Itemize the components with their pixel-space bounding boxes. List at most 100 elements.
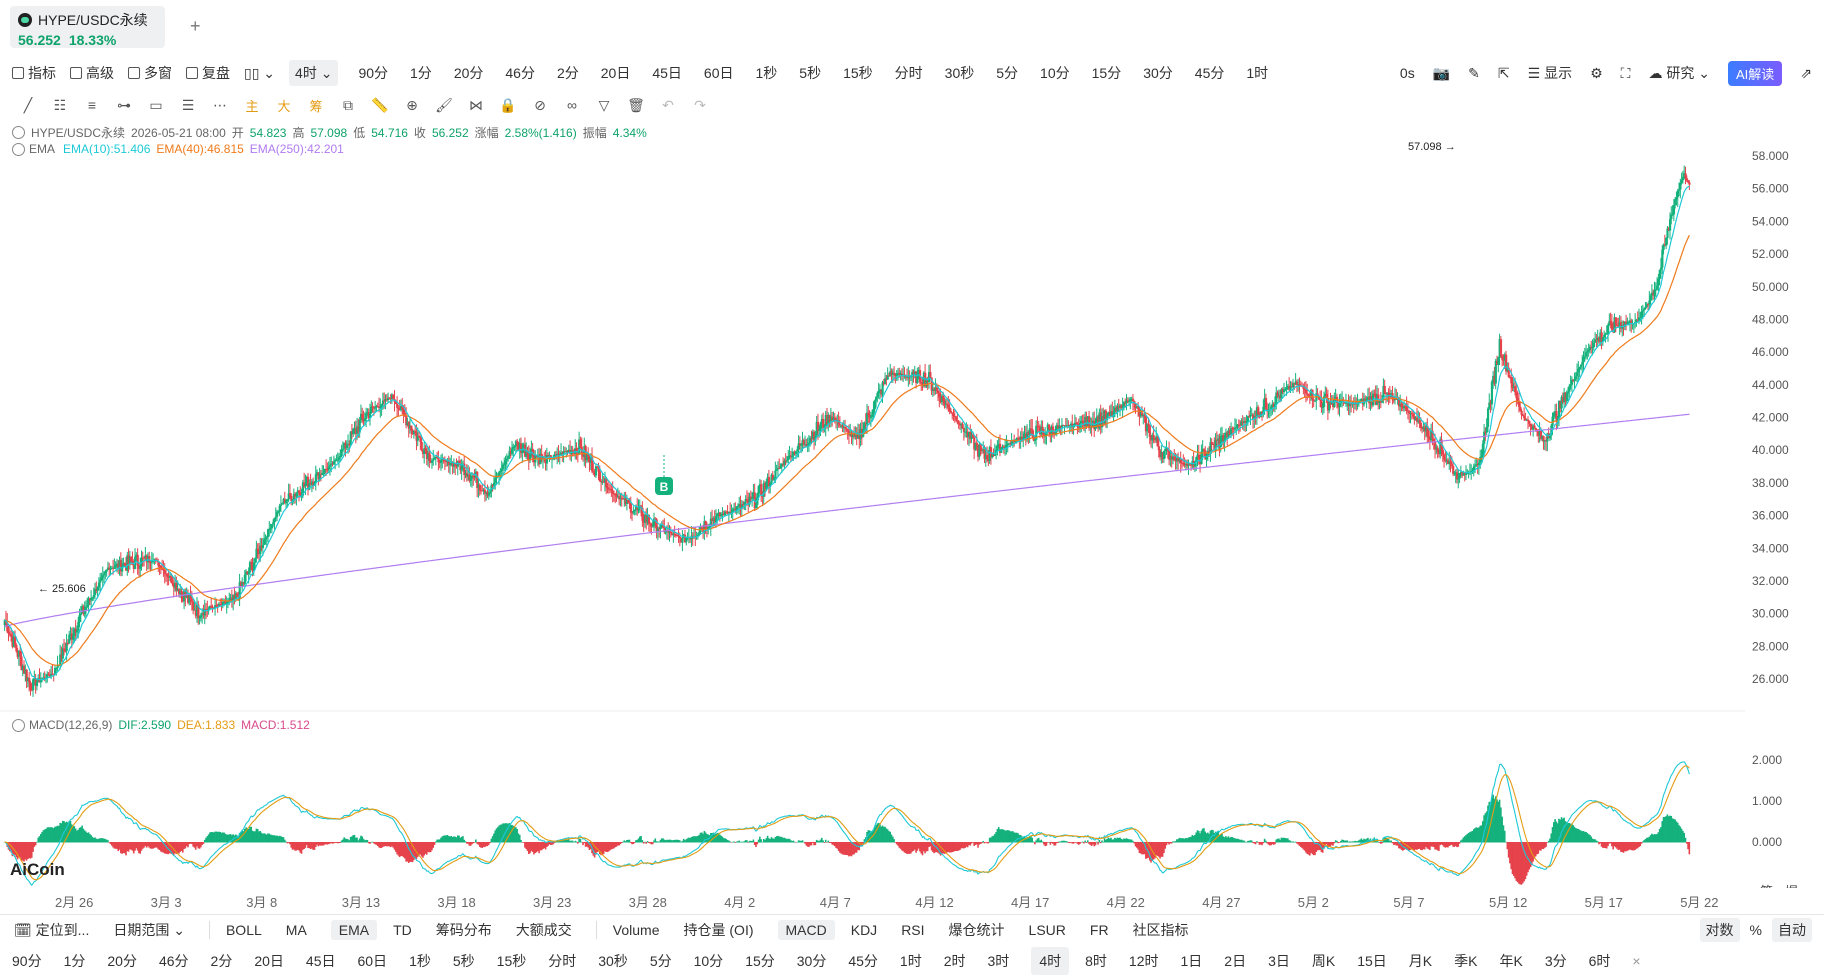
close-icon[interactable]: ×: [1632, 953, 1641, 969]
timeframe-13[interactable]: 5分: [996, 65, 1019, 81]
fib-tool-icon[interactable]: ☰: [181, 96, 195, 113]
chip-toggle[interactable]: 筹: [309, 98, 323, 114]
timeframe-11[interactable]: 分时: [894, 65, 923, 81]
parallel-tool-icon[interactable]: ☷: [53, 96, 67, 113]
timeframe-0[interactable]: 90分: [358, 65, 389, 81]
bottom-timeframe-17[interactable]: 45分: [848, 953, 878, 969]
timeframe-15[interactable]: 15分: [1091, 65, 1122, 81]
scale-option-1[interactable]: %: [1749, 921, 1762, 938]
sub-indicator-8[interactable]: 社区指标: [1132, 921, 1189, 938]
bottom-timeframe-7[interactable]: 60日: [357, 953, 388, 969]
share-icon[interactable]: ⇱: [1497, 64, 1510, 81]
timeframe-17[interactable]: 45分: [1194, 65, 1225, 81]
research-button[interactable]: ☁ 研究 ⌄: [1648, 65, 1710, 81]
bottom-timeframe-32[interactable]: 3分: [1544, 953, 1567, 969]
collapse-icon[interactable]: [12, 718, 25, 732]
symbol-tab[interactable]: HYPE/USDC永续 56.252 18.33%: [10, 6, 165, 48]
pencil-icon[interactable]: ✎: [1468, 64, 1480, 81]
bottom-timeframe-10[interactable]: 15秒: [496, 953, 527, 969]
hline-tool-icon[interactable]: ⊶: [117, 96, 131, 113]
main-force-toggle[interactable]: 主: [245, 98, 259, 114]
bottom-timeframe-11[interactable]: 分时: [548, 953, 577, 969]
liq-corner-label[interactable]: 爆: [1785, 884, 1798, 888]
timeframe-9[interactable]: 5秒: [799, 65, 822, 81]
bottom-timeframe-18[interactable]: 1时: [899, 953, 922, 969]
main-indicator-5[interactable]: 大额成交: [515, 921, 572, 938]
bottom-timeframe-24[interactable]: 1日: [1180, 953, 1203, 969]
timeframe-18[interactable]: 1时: [1246, 65, 1269, 81]
main-indicator-2[interactable]: EMA: [330, 919, 378, 940]
timeframe-10[interactable]: 15秒: [843, 65, 873, 81]
link-icon[interactable]: ∞: [567, 97, 577, 113]
sub-indicator-3[interactable]: KDJ: [850, 921, 878, 938]
bottom-timeframe-23[interactable]: 12时: [1128, 953, 1159, 969]
channel-tool-icon[interactable]: ≡: [87, 97, 97, 113]
bottom-timeframe-6[interactable]: 45日: [305, 953, 336, 969]
undo-icon[interactable]: ↶: [662, 96, 674, 113]
popout-icon[interactable]: ⇗: [1800, 64, 1812, 81]
brush-icon[interactable]: 🖌: [435, 96, 453, 113]
timeframe-selected[interactable]: 4时 ⌄: [289, 60, 339, 86]
timeframe-5[interactable]: 20日: [600, 65, 631, 81]
collapse-icon[interactable]: [12, 126, 25, 139]
bottom-timeframe-27[interactable]: 周K: [1311, 953, 1336, 969]
sub-indicator-0[interactable]: Volume: [612, 921, 660, 938]
bottom-timeframe-14[interactable]: 10分: [693, 953, 724, 969]
filter-icon[interactable]: ▽: [598, 96, 610, 113]
add-tab-icon[interactable]: +: [190, 16, 201, 36]
settings-icon[interactable]: ⚙: [1590, 64, 1603, 81]
zoom-icon[interactable]: ⊕: [406, 96, 418, 113]
lock-icon[interactable]: 🔒: [499, 96, 517, 113]
line-tool-icon[interactable]: ╱: [23, 96, 33, 113]
timeframe-14[interactable]: 10分: [1040, 65, 1070, 81]
more-tools-icon[interactable]: ⋯: [213, 96, 227, 113]
timeframe-7[interactable]: 60日: [703, 65, 734, 81]
trash-icon[interactable]: 🗑: [627, 96, 645, 113]
timeframe-8[interactable]: 1秒: [755, 65, 778, 81]
locate-button[interactable]: 🗓 定位到...: [14, 921, 90, 938]
price-chart[interactable]: 58.00056.00054.00052.00050.00048.00046.0…: [0, 118, 1824, 888]
scale-option-0[interactable]: 对数: [1699, 917, 1740, 942]
main-indicator-3[interactable]: TD: [393, 921, 412, 938]
bottom-timeframe-13[interactable]: 5分: [649, 953, 672, 969]
bottom-timeframe-28[interactable]: 15日: [1357, 953, 1387, 969]
bottom-timeframe-33[interactable]: 6时: [1588, 953, 1611, 969]
big-order-toggle[interactable]: 大: [277, 98, 291, 114]
timeframe-3[interactable]: 46分: [505, 65, 535, 81]
bottom-timeframe-2[interactable]: 20分: [107, 953, 137, 969]
bottom-timeframe-8[interactable]: 1秒: [409, 953, 431, 969]
buy-signal-badge[interactable]: [655, 477, 673, 495]
timeframe-16[interactable]: 30分: [1143, 65, 1173, 81]
timeframe-2[interactable]: 20分: [453, 65, 484, 81]
sub-indicator-6[interactable]: LSUR: [1028, 921, 1066, 938]
bottom-timeframe-1[interactable]: 1分: [63, 953, 86, 969]
bottom-timeframe-15[interactable]: 15分: [745, 953, 775, 969]
chart-type-icon[interactable]: ▯▯ ⌄: [244, 64, 276, 81]
bottom-timeframe-22[interactable]: 8时: [1085, 953, 1107, 969]
timeframe-12[interactable]: 30秒: [944, 65, 975, 81]
chip-corner-label[interactable]: 筹: [1760, 884, 1773, 888]
camera-icon[interactable]: 📷: [1432, 64, 1451, 81]
bottom-timeframe-0[interactable]: 90分: [12, 953, 42, 969]
ai-button[interactable]: AI解读: [1727, 60, 1783, 86]
bottom-timeframe-20[interactable]: 3时: [987, 953, 1010, 969]
main-indicator-1[interactable]: MA: [285, 921, 307, 938]
bottom-timeframe-19[interactable]: 2时: [943, 953, 966, 969]
redo-icon[interactable]: ↷: [694, 96, 706, 113]
toolbar-multiwindow-button[interactable]: 多窗: [128, 63, 172, 83]
toolbar-advanced-button[interactable]: 高级: [70, 63, 114, 83]
date-range-button[interactable]: 日期范围 ⌄: [113, 921, 185, 938]
toolbar-replay-button[interactable]: 复盘: [186, 63, 230, 83]
bottom-timeframe-3[interactable]: 46分: [158, 953, 189, 969]
copy-icon[interactable]: ⧉: [343, 96, 353, 113]
magnet-icon[interactable]: ⋈: [469, 96, 483, 113]
timeframe-4[interactable]: 2分: [556, 65, 579, 81]
toolbar-indicator-button[interactable]: 指标: [12, 63, 56, 83]
bottom-timeframe-9[interactable]: 5秒: [452, 953, 475, 969]
main-indicator-4[interactable]: 筹码分布: [435, 921, 492, 938]
bottom-timeframe-21[interactable]: 4时: [1031, 947, 1070, 975]
ruler-icon[interactable]: 📏: [371, 96, 389, 113]
bottom-timeframe-29[interactable]: 月K: [1408, 953, 1433, 969]
sub-indicator-7[interactable]: FR: [1089, 921, 1109, 938]
collapse-icon[interactable]: [12, 142, 25, 156]
